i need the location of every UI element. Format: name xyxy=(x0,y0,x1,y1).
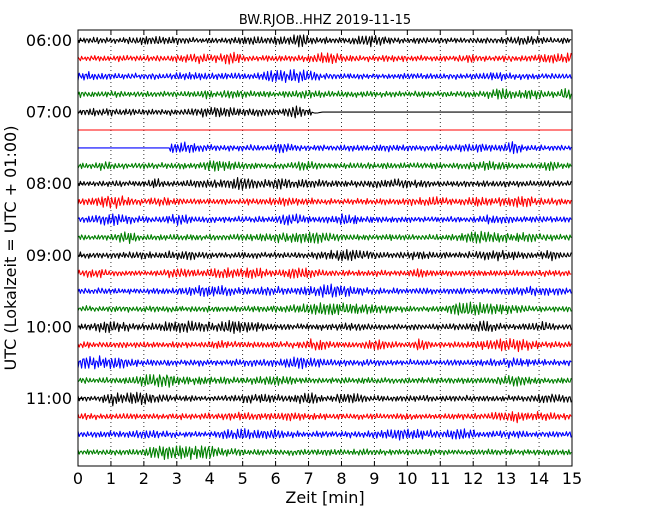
trace-group xyxy=(77,34,572,460)
x-tick-label: 15 xyxy=(562,469,582,488)
trace-1145 xyxy=(77,445,572,460)
y-tick-label: 07:00 xyxy=(26,103,72,122)
x-tick-label: 2 xyxy=(139,469,149,488)
trace-1130 xyxy=(77,428,572,441)
trace-0600 xyxy=(77,34,572,48)
x-tick-label: 3 xyxy=(172,469,182,488)
chart-title: BW.RJOB..HHZ 2019-11-15 xyxy=(239,13,411,28)
x-axis-ticks: 0 1 2 3 4 5 6 7 8 9 10 11 12 13 14 15 xyxy=(73,30,582,488)
x-tick-label: 7 xyxy=(303,469,313,488)
trace-0845 xyxy=(77,230,572,244)
trace-0945 xyxy=(77,301,572,316)
grid-lines xyxy=(110,30,540,466)
x-tick-label: 4 xyxy=(205,469,215,488)
trace-1100 xyxy=(77,391,572,407)
y-tick-label: 08:00 xyxy=(26,174,72,193)
trace-0900 xyxy=(77,249,572,262)
trace-1045 xyxy=(77,374,572,388)
x-tick-label: 10 xyxy=(397,469,417,488)
x-tick-label: 6 xyxy=(271,469,281,488)
trace-1000 xyxy=(77,319,572,334)
trace-0645 xyxy=(77,88,572,100)
x-tick-label: 11 xyxy=(430,469,450,488)
x-tick-label: 8 xyxy=(336,469,346,488)
x-axis-label: Zeit [min] xyxy=(285,488,364,507)
trace-1030 xyxy=(77,355,572,370)
x-tick-label: 1 xyxy=(106,469,116,488)
trace-0800 xyxy=(77,177,572,191)
trace-1015 xyxy=(77,337,572,353)
trace-0630 xyxy=(77,68,572,84)
y-axis-ticks: 06:00 07:00 08:00 09:00 10:00 11:00 xyxy=(26,31,83,408)
y-tick-label: 09:00 xyxy=(26,246,72,265)
x-tick-label: 14 xyxy=(529,469,549,488)
y-axis-label: UTC (Lokalzeit = UTC + 01:00) xyxy=(1,126,20,371)
trace-0815 xyxy=(77,195,572,209)
trace-0730 xyxy=(78,141,572,155)
trace-0930 xyxy=(77,283,572,298)
y-tick-label: 11:00 xyxy=(26,389,72,408)
trace-0700 xyxy=(77,105,572,119)
trace-0915 xyxy=(77,267,572,279)
x-tick-label: 13 xyxy=(496,469,516,488)
x-tick-label: 9 xyxy=(369,469,379,488)
x-tick-label: 0 xyxy=(73,469,83,488)
x-tick-label: 5 xyxy=(238,469,248,488)
trace-1115 xyxy=(77,410,572,424)
y-tick-label: 10:00 xyxy=(26,317,72,336)
trace-0830 xyxy=(77,213,572,227)
trace-0745 xyxy=(77,160,572,172)
x-tick-label: 12 xyxy=(463,469,483,488)
y-tick-label: 06:00 xyxy=(26,31,72,50)
plot-frame xyxy=(77,29,573,467)
trace-0615 xyxy=(77,51,572,65)
